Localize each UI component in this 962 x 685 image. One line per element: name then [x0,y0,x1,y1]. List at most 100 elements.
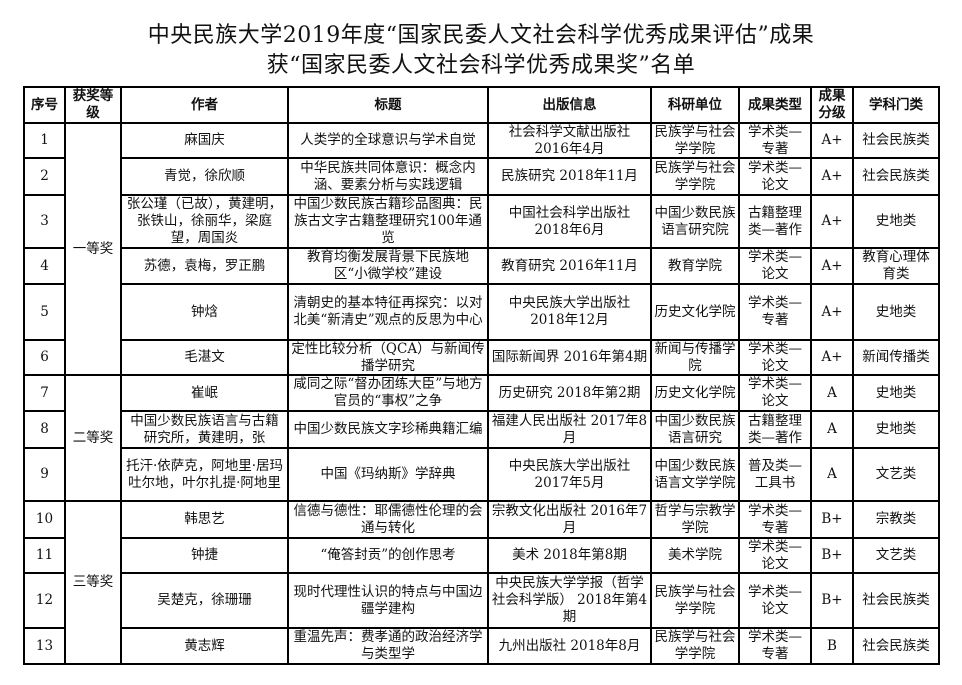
row-number: 1 [23,122,66,159]
row-number-text: 8 [40,421,49,437]
type-cell-text: 学术类—论文 [748,341,802,374]
title-cell: 中国少数民族古籍珍品图典：民族古文字古籍整理研究100年通览 [287,194,489,249]
award-level-cell: 三等奖 [64,500,122,665]
publication-cell-text: 中央民族大学学报（哲学社会科学版） 2018年第4期 [491,575,648,625]
award-level-cell: 二等奖 [64,374,122,502]
title-cell-text: 教育均衡发展背景下民族地区“小微学校”建设 [307,249,469,282]
publication-cell: 国际新闻界 2016年第4期 [487,339,652,376]
row-number: 12 [23,572,66,629]
row-number: 3 [23,194,66,249]
field-cell-text: 史地类 [875,384,917,401]
grade-cell-text: A+ [821,132,843,148]
publication-cell: 历史研究 2018年第2期 [487,374,652,412]
title-cell: “俺答封贡”的创作思考 [287,537,489,574]
col-publication-header: 出版信息 [487,86,652,124]
grade-cell: B+ [810,572,854,629]
field-cell: 新闻传播类 [852,339,940,376]
grade-cell: B [810,627,854,665]
row-number: 10 [23,500,66,539]
title-cell: 中华民族共同体意识：概念内涵、要素分析与实践逻辑 [287,157,489,196]
type-cell-text: 学术类—论文 [748,583,802,617]
row-number-text: 13 [35,637,54,654]
type-cell: 学术类—论文 [738,339,812,376]
table-row: 12 吴楚克，徐珊珊 现时代理性认识的特点与中国边疆学建构 中央民族大学学报（哲学社会… [23,572,940,629]
author-cell-text: 麻国庆 [184,132,225,148]
title-cell: 重温先声：费孝通的政治经济学与类型学 [287,627,489,665]
row-number-text: 7 [40,384,49,401]
row-number: 8 [23,410,66,449]
col-unit-header: 科研单位 [650,86,740,124]
table-row: 7 二等奖 崔岷 咸同之际“督办团练大臣”与地方官员的“事权”之争 历史研究 2018年… [23,374,940,502]
author-cell-text: 吴楚克，徐珊珊 [157,592,252,608]
publication-cell-text: 九州出版社 2018年8月 [498,637,641,654]
publication-cell: 中国社会科学出版社 2018年6月 [487,194,652,249]
field-cell: 教育心理体育类 [852,247,940,285]
col-field-header: 学科门类 [852,86,940,124]
row-number: 5 [23,283,66,341]
unit-cell-text: 美术学院 [668,547,722,563]
publication-cell: 宗教文化出版社 2016年7月 [487,500,652,539]
unit-cell-text: 中国少数民族语言研究 [654,412,736,446]
type-cell-text: 学术类—专著 [748,124,802,157]
row-number-text: 3 [40,213,49,229]
unit-cell-text: 哲学与宗教学学院 [654,502,736,536]
field-cell: 社会民族类 [852,157,940,196]
title-cell: 中国少数民族文字珍稀典籍汇编 [287,410,489,449]
grade-cell-text: A+ [821,257,843,274]
col-title-header: 标题 [287,86,489,124]
type-cell-text: 学术类—论文 [748,376,802,409]
unit-cell-text: 历史文化学院 [654,384,736,401]
col-award-level-header: 获奖等级 [64,86,122,124]
type-cell: 普及类—工具书 [738,447,812,502]
author-cell: 吴楚克，徐珊珊 [120,572,289,629]
publication-cell: 中央民族大学出版社 2017年5月 [487,447,652,502]
field-cell: 史地类 [852,374,940,412]
unit-cell-text: 历史文化学院 [654,303,736,320]
field-cell: 社会民族类 [852,572,940,629]
author-cell: 黄志辉 [120,627,289,665]
publication-cell: 社会科学文献出版社 2016年4月 [487,122,652,159]
unit-cell: 历史文化学院 [650,283,740,341]
field-cell: 史地类 [852,283,940,341]
unit-cell: 哲学与宗教学学院 [650,500,740,539]
document-title: 中央民族大学2019年度“国家民委人文社会科学优秀成果评估”成果 [147,23,815,48]
field-cell-text: 社会民族类 [862,637,930,654]
author-cell-text: 毛湛文 [184,349,225,365]
grade-cell-text: A+ [821,349,843,365]
type-cell: 学术类—专著 [738,627,812,665]
field-cell: 史地类 [852,410,940,449]
table-row: 10 三等奖 韩思艺 信德与德性：耶儒德性伦理的会通与转化 宗教文化出版社 2016年7… [23,500,940,665]
table-row: 11 钟捷 “俺答封贡”的创作思考 美术 2018年第8期 美术学院 学术类—论文 B+ 文艺… [23,537,940,574]
table-row: 4 苏德，袁梅，罗正鹏 教育均衡发展背景下民族地区“小微学校”建设 教育研究 2016… [23,247,940,285]
title-cell-text: 咸同之际“督办团练大臣”与地方官员的“事权”之争 [293,376,483,409]
row-number-text: 11 [35,547,54,563]
type-cell: 古籍整理类—著作 [738,410,812,449]
unit-cell: 中国少数民族语言研究院 [650,194,740,249]
field-cell-text: 新闻传播类 [862,349,930,365]
title-cell-text: 中华民族共同体意识：概念内涵、要素分析与实践逻辑 [300,159,476,193]
grade-cell: A [810,447,854,502]
grade-cell-text: A [827,466,837,482]
field-cell: 文艺类 [852,537,940,574]
table-row: 2 青觉，徐欣顺 中华民族共同体意识：概念内涵、要素分析与实践逻辑 民族研究 2018… [23,157,940,196]
grade-cell-text: B+ [821,592,843,608]
type-cell: 学术类—论文 [738,572,812,629]
title-cell-text: “俺答封贡”的创作思考 [320,547,456,563]
type-cell-text: 学术类—专著 [748,295,802,328]
unit-cell-text: 民族学与社会学学院 [654,583,736,617]
type-cell: 学术类—专著 [738,122,812,159]
field-cell-text: 文艺类 [875,547,917,563]
author-cell: 钟焓 [120,283,289,341]
grade-cell: B+ [810,537,854,574]
document-subtitle: 获“国家民委人文社会科学优秀成果奖”名单 [266,53,696,78]
table-row: 13 黄志辉 重温先声：费孝通的政治经济学与类型学 九州出版社 2018年8月 民族学与… [23,627,940,665]
grade-cell: A+ [810,283,854,341]
field-cell-text: 史地类 [875,303,917,320]
title-cell-text: 中国《玛纳斯》学辞典 [320,466,456,482]
type-cell: 学术类—专著 [738,283,812,341]
author-cell: 崔岷 [120,374,289,412]
type-cell-text: 学术类—论文 [748,249,802,282]
row-number-text: 4 [40,257,49,274]
unit-cell-text: 民族学与社会学学院 [654,124,736,157]
row-number: 13 [23,627,66,665]
